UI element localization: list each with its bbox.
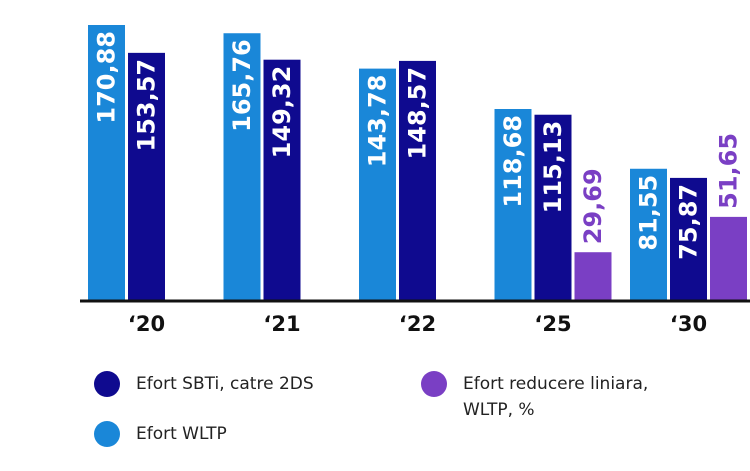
bar: [574, 252, 612, 300]
legend-item: Efort reducere liniara, WLTP, %: [421, 371, 651, 423]
value-label: 75,87: [675, 184, 703, 260]
bar: [494, 109, 532, 300]
bar: [359, 68, 396, 300]
value-label: 81,55: [635, 175, 663, 251]
legend-swatch: [94, 371, 120, 397]
bar: [710, 216, 747, 300]
legend-label: Efort reducere liniara, WLTP, %: [463, 374, 649, 420]
bar: [88, 25, 125, 300]
value-label: 148,57: [404, 67, 432, 160]
value-label: 153,57: [133, 59, 161, 152]
bar: [630, 168, 667, 300]
value-label: 170,88: [93, 31, 121, 124]
bar: [534, 114, 572, 300]
value-label: 165,76: [228, 39, 256, 132]
value-label: 118,68: [499, 115, 527, 208]
legend-swatch: [421, 371, 447, 397]
bar: [670, 177, 707, 300]
x-tick-label: ‘25: [534, 312, 571, 336]
value-label: 143,78: [364, 75, 392, 168]
value-label: 115,13: [539, 121, 567, 214]
bar: [223, 33, 261, 301]
legend-label: Efort WLTP: [136, 424, 227, 444]
legend-item: Efort SBTi, catre 2DS: [94, 371, 394, 397]
x-tick-label: ‘22: [399, 312, 436, 336]
value-label: 51,65: [715, 133, 743, 209]
legend-swatch: [94, 421, 120, 447]
bar: [263, 59, 301, 300]
value-label: 149,32: [268, 66, 296, 159]
legend-item: Efort WLTP: [94, 421, 394, 447]
bar: [128, 52, 165, 300]
x-tick-label: ‘21: [263, 312, 300, 336]
x-tick-label: ‘20: [128, 312, 165, 336]
x-tick-label: ‘30: [670, 312, 707, 336]
value-label: 29,69: [579, 168, 607, 244]
legend-label: Efort SBTi, catre 2DS: [136, 374, 314, 394]
bar: [399, 60, 436, 300]
